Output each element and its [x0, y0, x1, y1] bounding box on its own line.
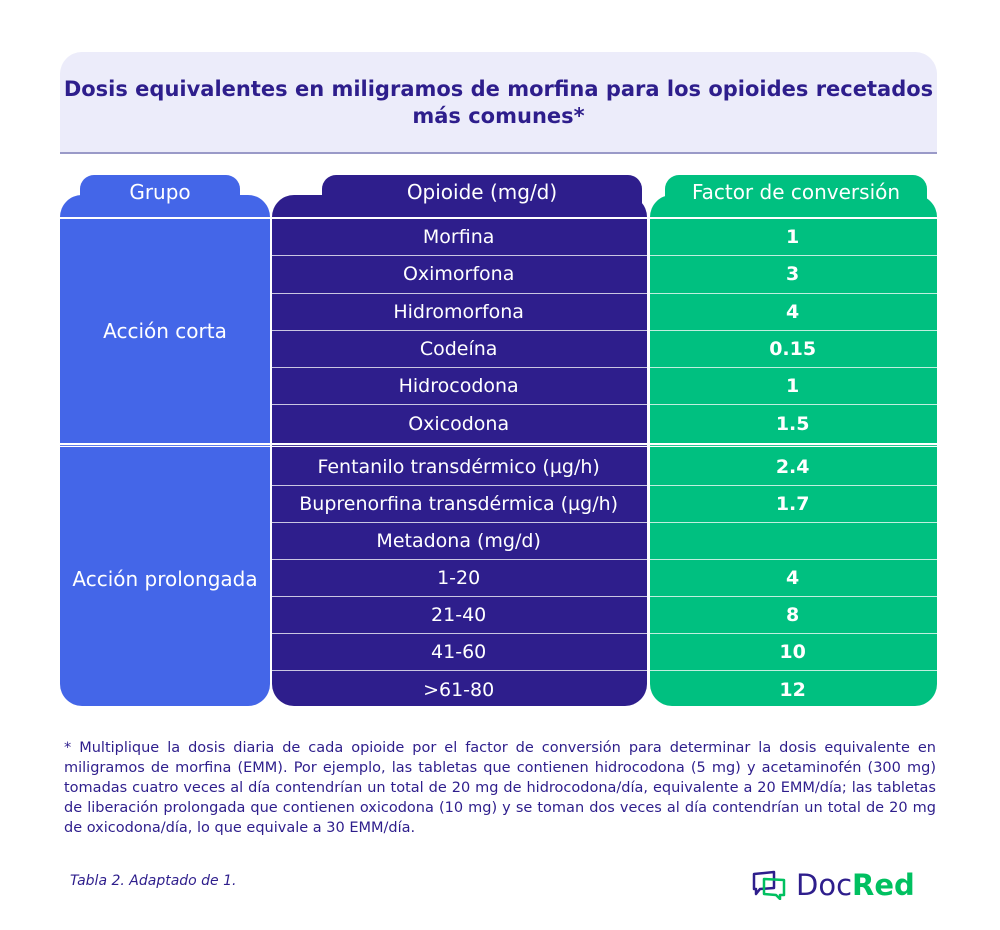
opioid-cell: Fentanilo transdérmico (µg/h): [317, 456, 600, 478]
opioid-cell: Hidrocodona: [398, 375, 519, 398]
factor-cell: 2.4: [775, 456, 810, 478]
opioid-cell: 41-60: [431, 641, 487, 663]
source-caption: Tabla 2. Adaptado de 1.: [70, 873, 237, 889]
table-row: Metadona (mg/d): [272, 523, 937, 560]
factor-cell: 1.5: [775, 413, 810, 436]
page-title: Dosis equivalentes en miligramos de morf…: [63, 77, 934, 128]
factor-cell: 10: [779, 641, 806, 663]
table-row: Hidromorfona 4: [272, 294, 937, 331]
opioid-cell: 1-20: [437, 567, 481, 589]
group-label: Acción corta: [103, 318, 227, 343]
opioid-cell: Morfina: [422, 226, 495, 249]
group-column: [60, 195, 270, 706]
factor-cell: 1.7: [775, 493, 810, 515]
table-row: 1-20 4: [272, 560, 937, 597]
table-row: Hidrocodona 1: [272, 368, 937, 406]
footnote: * Multiplique la dosis diaria de cada op…: [64, 740, 936, 836]
table-row: >61-80 12: [272, 671, 937, 708]
chat-bubbles-icon: [752, 870, 786, 900]
opioid-cell: Buprenorfina transdérmica (µg/h): [299, 493, 619, 515]
table-body: Acción corta Morfina 1 Oximorfona 3 Hidromorf…: [60, 217, 937, 701]
header-factor: Factor de conversión: [665, 175, 927, 217]
opioid-column: [272, 195, 647, 706]
group-divider: [60, 443, 937, 447]
header-opioid: Opioide (mg/d): [322, 175, 642, 217]
factor-cell: 4: [786, 567, 800, 589]
group-label: Acción prolongada: [72, 566, 258, 591]
logo-text-doc: Doc: [796, 868, 853, 902]
opioid-cell: Hidromorfona: [393, 300, 524, 323]
header-group: Grupo: [80, 175, 240, 217]
table-row: Codeína 0.15: [272, 331, 937, 369]
table-row: Oximorfona 3: [272, 256, 937, 294]
title-banner: [60, 52, 937, 154]
factor-cell: 8: [786, 604, 800, 626]
factor-cell: 1: [786, 375, 800, 398]
table-row: 41-60 10: [272, 634, 937, 671]
factor-cell: 1: [786, 226, 800, 249]
opioid-cell: Oxicodona: [408, 413, 510, 436]
factor-column: [650, 195, 937, 706]
opioid-cell: Codeína: [419, 338, 498, 361]
factor-cell: 3: [786, 263, 800, 286]
docred-logo: DocRed: [752, 868, 915, 902]
opioid-cell: Metadona (mg/d): [376, 530, 541, 552]
opioid-cell: >61-80: [423, 678, 495, 701]
table-row: Buprenorfina transdérmica (µg/h) 1.7: [272, 486, 937, 523]
logo-text-red: Red: [852, 868, 915, 902]
factor-cell: 12: [779, 678, 806, 701]
factor-cell: 0.15: [769, 338, 817, 361]
opioid-cell: 21-40: [431, 604, 487, 626]
factor-cell: 4: [786, 300, 800, 323]
opioid-cell: Oximorfona: [402, 263, 515, 286]
table-row: Oxicodona 1.5: [272, 406, 937, 443]
table-row: Morfina 1: [272, 219, 937, 257]
table-row: 21-40 8: [272, 597, 937, 634]
table-row: Fentanilo transdérmico (µg/h) 2.4: [272, 449, 937, 486]
